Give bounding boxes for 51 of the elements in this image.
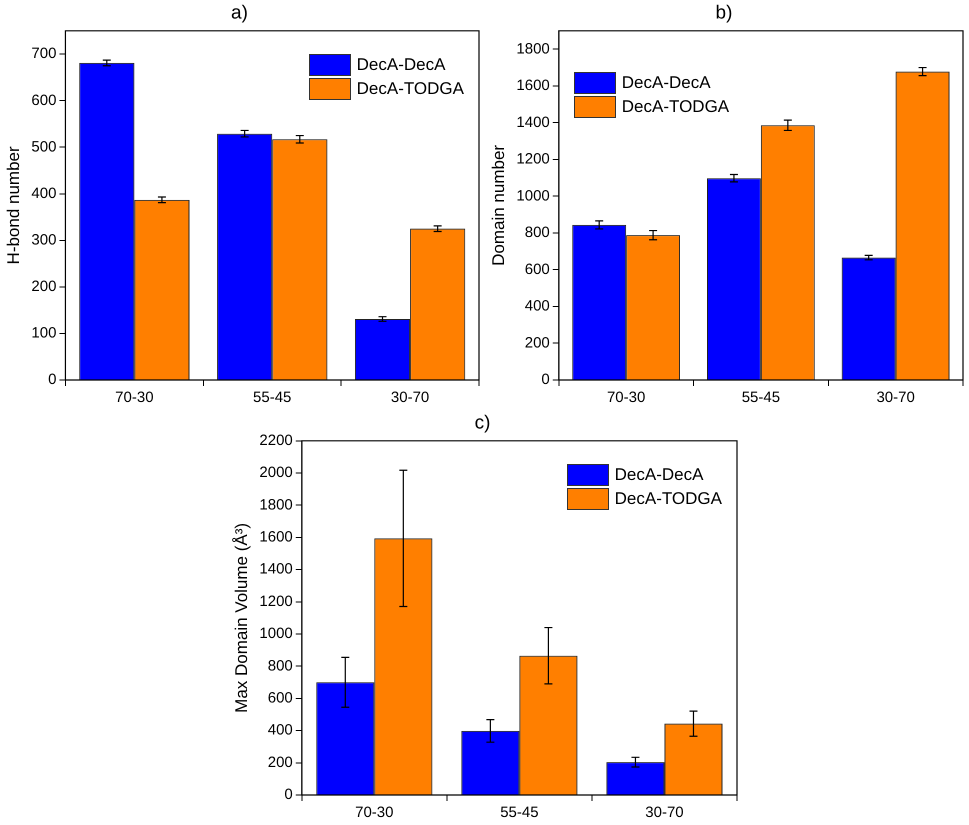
y-tick-label: 1800 bbox=[516, 40, 550, 58]
legend-label: DecA-DecA bbox=[622, 72, 711, 93]
x-tick-label: 55-45 bbox=[500, 804, 539, 822]
x-tick-label: 70-30 bbox=[606, 389, 646, 406]
legend-label: DecA-TODGA bbox=[622, 96, 730, 117]
y-axis-title: Max Domain Volume (Å³) bbox=[232, 522, 251, 713]
x-tick-label: 55-45 bbox=[742, 389, 780, 406]
y-tick-label: 0 bbox=[541, 371, 550, 388]
x-tick-label: 30-70 bbox=[645, 804, 684, 822]
y-tick-label: 400 bbox=[31, 184, 56, 202]
y-tick-label: 800 bbox=[268, 657, 293, 674]
y-axis-title: Domain number bbox=[488, 144, 508, 266]
legend-label: DecA-DecA bbox=[356, 54, 446, 75]
y-tick-label: 600 bbox=[524, 260, 550, 278]
y-tick-label: 700 bbox=[31, 45, 56, 62]
y-tick-label: 1200 bbox=[516, 150, 550, 168]
y-tick-label: 400 bbox=[524, 298, 550, 315]
x-tick-label: 30-70 bbox=[390, 389, 430, 406]
y-tick-label: 1400 bbox=[259, 560, 293, 578]
y-tick-label: 2200 bbox=[259, 432, 293, 449]
chart-title: a) bbox=[231, 2, 248, 24]
y-tick-label: 1600 bbox=[516, 77, 550, 94]
x-tick-label: 55-45 bbox=[253, 389, 292, 406]
y-tick-label: 1200 bbox=[259, 592, 293, 610]
y-tick-label: 1800 bbox=[259, 496, 293, 514]
y-tick-label: 600 bbox=[268, 690, 293, 707]
y-tick-label: 300 bbox=[31, 231, 56, 248]
y-tick-label: 0 bbox=[48, 371, 56, 388]
y-tick-label: 400 bbox=[268, 722, 293, 739]
y-tick-label: 1400 bbox=[516, 114, 550, 131]
y-axis-title: H-bond number bbox=[4, 146, 23, 264]
y-tick-label: 600 bbox=[31, 92, 56, 109]
y-tick-label: 200 bbox=[31, 278, 56, 296]
y-tick-label: 200 bbox=[268, 754, 293, 771]
x-tick-label: 30-70 bbox=[876, 389, 915, 406]
y-tick-label: 800 bbox=[524, 224, 550, 242]
y-tick-label: 200 bbox=[524, 334, 550, 352]
y-tick-label: 0 bbox=[284, 786, 293, 804]
y-tick-label: 1000 bbox=[516, 187, 550, 204]
y-tick-label: 100 bbox=[31, 324, 56, 342]
x-tick-label: 70-30 bbox=[115, 389, 154, 406]
y-tick-label: 1000 bbox=[259, 625, 293, 642]
chart-title: c) bbox=[474, 412, 490, 434]
legend-label: DecA-DecA bbox=[614, 464, 704, 485]
legend-label: DecA-TODGA bbox=[614, 488, 722, 509]
chart-title: b) bbox=[716, 2, 732, 24]
y-tick-label: 500 bbox=[31, 138, 56, 156]
legend-label: DecA-TODGA bbox=[356, 78, 464, 99]
y-tick-label: 2000 bbox=[259, 464, 293, 482]
x-tick-label: 70-30 bbox=[355, 804, 394, 822]
y-tick-label: 1600 bbox=[259, 528, 293, 546]
